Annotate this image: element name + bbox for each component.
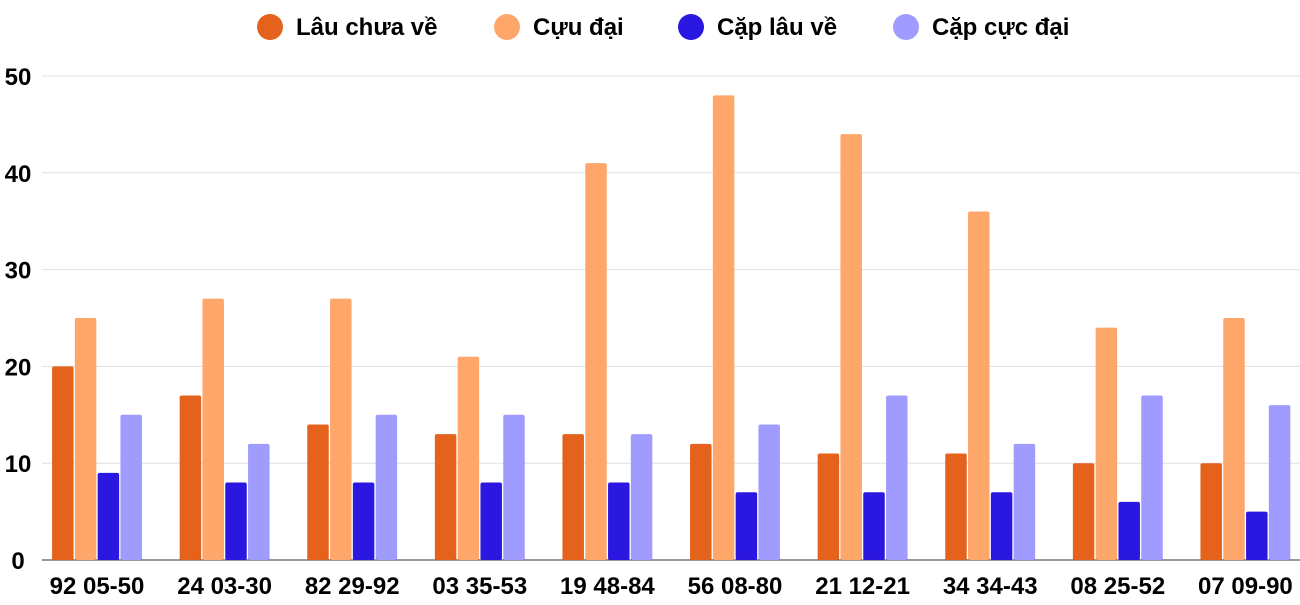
x-tick-label: 19 48-84 xyxy=(560,573,655,600)
legend-marker xyxy=(257,14,283,40)
bar xyxy=(457,356,480,560)
bar xyxy=(712,95,735,561)
bar xyxy=(52,366,74,560)
legend-marker xyxy=(494,14,520,40)
bar xyxy=(480,482,502,560)
x-tick-label: 08 25-52 xyxy=(1070,573,1165,600)
bar xyxy=(1268,405,1291,560)
bar xyxy=(1200,463,1222,560)
bar xyxy=(863,492,885,560)
bar xyxy=(330,298,352,560)
legend: Lâu chưa về Cựu đại Cặp lâu về Cặp cực đại xyxy=(257,14,1069,41)
y-axis: 0 10 20 30 40 50 xyxy=(5,64,32,575)
y-tick-label: 50 xyxy=(5,64,32,91)
x-axis: 92 05-50 24 03-30 82 29-92 03 35-53 19 48-84… xyxy=(50,573,1293,600)
bar xyxy=(120,414,142,560)
legend-label: Lâu chưa về xyxy=(296,14,437,41)
bar xyxy=(990,492,1013,560)
bar xyxy=(97,472,120,560)
bar xyxy=(1141,395,1163,560)
legend-marker xyxy=(893,14,919,40)
y-tick-label: 0 xyxy=(11,548,24,575)
bar xyxy=(886,395,908,560)
bar xyxy=(758,424,780,560)
bar xyxy=(1072,463,1095,560)
bars xyxy=(52,95,1291,561)
x-tick-label: 03 35-53 xyxy=(432,573,527,600)
x-tick-label: 92 05-50 xyxy=(50,573,145,600)
bar xyxy=(352,482,375,560)
bar xyxy=(562,434,584,560)
bar xyxy=(817,453,840,560)
bar xyxy=(179,395,202,560)
bar xyxy=(375,414,398,560)
x-tick-label: 24 03-30 xyxy=(177,573,272,600)
bar xyxy=(585,163,607,560)
legend-label: Cặp lâu về xyxy=(717,14,837,41)
bar xyxy=(202,298,224,560)
y-tick-label: 20 xyxy=(5,354,32,381)
x-tick-label: 21 12-21 xyxy=(815,573,910,600)
bar xyxy=(1118,501,1140,560)
x-tick-label: 34 34-43 xyxy=(943,573,1038,600)
bar xyxy=(1223,318,1245,560)
bar xyxy=(503,414,525,560)
y-tick-label: 10 xyxy=(5,451,32,478)
x-tick-label: 07 09-90 xyxy=(1198,573,1293,600)
y-tick-label: 30 xyxy=(5,258,32,285)
bar xyxy=(630,434,653,560)
bar xyxy=(1246,511,1268,560)
legend-label: Cặp cực đại xyxy=(932,14,1069,41)
legend-marker xyxy=(678,14,704,40)
bar xyxy=(840,134,862,560)
bar xyxy=(74,318,97,560)
bar xyxy=(248,443,270,560)
legend-label: Cựu đại xyxy=(533,14,624,41)
x-tick-label: 56 08-80 xyxy=(688,573,783,600)
bar xyxy=(945,453,967,560)
bar xyxy=(307,424,329,560)
bar xyxy=(225,482,247,560)
bar xyxy=(735,492,758,560)
y-tick-label: 40 xyxy=(5,161,32,188)
x-tick-label: 82 29-92 xyxy=(305,573,400,600)
bar xyxy=(690,443,712,560)
bar xyxy=(608,482,630,560)
bar xyxy=(1013,443,1036,560)
bar xyxy=(1095,327,1118,560)
bar xyxy=(434,434,457,560)
bar xyxy=(968,211,990,560)
